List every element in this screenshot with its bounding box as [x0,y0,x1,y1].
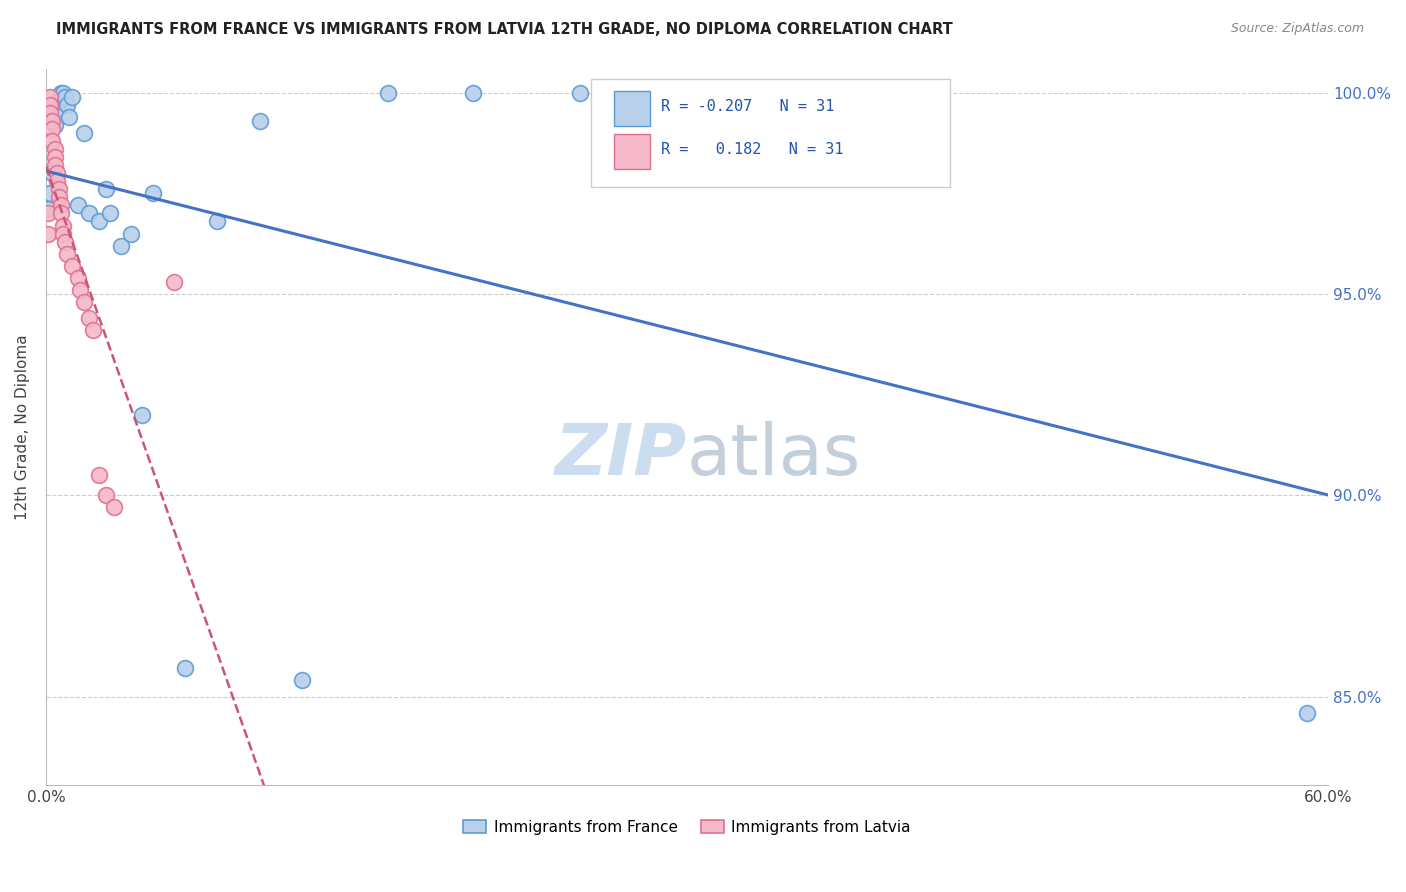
Point [37,206,59,220]
Point [60,89,83,103]
Point [173,661,195,675]
Point [60,259,83,273]
Point [52,86,75,100]
Point [163,275,186,289]
Text: R =   0.182   N = 31: R = 0.182 N = 31 [661,142,844,157]
Y-axis label: 12th Grade, No Diploma: 12th Grade, No Diploma [15,334,30,520]
Point [120,227,142,241]
Point [56,97,79,112]
Point [73,295,96,310]
Point [463,86,485,100]
Point [45,102,67,116]
Point [110,238,132,252]
Point [66,270,89,285]
Point [45,166,67,180]
Point [49,86,72,100]
Point [41,166,63,180]
Point [44,142,66,156]
FancyBboxPatch shape [614,92,650,126]
Point [48,190,70,204]
Point [44,150,66,164]
Point [39,105,62,120]
Text: R = -0.207   N = 31: R = -0.207 N = 31 [661,99,835,114]
Point [77,311,100,326]
Point [48,182,70,196]
Point [39,89,62,103]
FancyBboxPatch shape [614,135,650,169]
Point [804,86,827,100]
Point [94,488,117,502]
Text: Source: ZipAtlas.com: Source: ZipAtlas.com [1230,22,1364,36]
Point [44,158,66,172]
Point [89,468,111,483]
Point [103,500,125,515]
Point [37,202,59,217]
Text: ZIP: ZIP [555,421,688,490]
Legend: Immigrants from France, Immigrants from Latvia: Immigrants from France, Immigrants from … [464,820,911,835]
Point [41,113,63,128]
Point [249,113,271,128]
Point [37,227,59,241]
Point [52,219,75,233]
Text: IMMIGRANTS FROM FRANCE VS IMMIGRANTS FROM LATVIA 12TH GRADE, NO DIPLOMA CORRELAT: IMMIGRANTS FROM FRANCE VS IMMIGRANTS FRO… [56,22,953,37]
Point [66,198,89,212]
Point [56,246,79,260]
Point [569,86,592,100]
Point [1295,706,1317,720]
Text: atlas: atlas [688,421,862,490]
Point [98,206,121,220]
Point [41,122,63,136]
Point [52,227,75,241]
Point [77,206,100,220]
Point [44,118,66,132]
Point [377,86,399,100]
FancyBboxPatch shape [591,79,950,186]
Point [94,182,117,196]
Point [205,214,228,228]
Point [89,214,111,228]
Point [49,198,72,212]
Point [291,673,314,688]
Point [73,126,96,140]
Point [45,174,67,188]
Point [41,134,63,148]
Point [69,283,91,297]
Point [49,206,72,220]
Point [58,110,80,124]
Point [53,235,76,249]
Point [142,186,165,201]
Point [39,97,62,112]
Point [39,186,62,201]
Point [82,323,104,337]
Point [131,408,153,422]
Point [53,89,76,103]
Point [48,94,70,108]
